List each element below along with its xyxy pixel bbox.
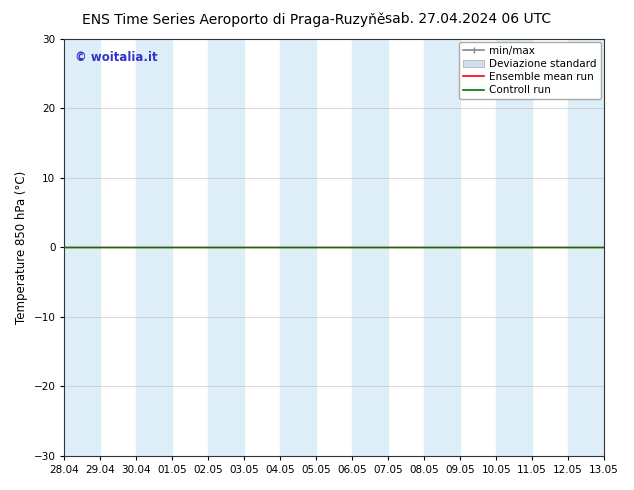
Text: sab. 27.04.2024 06 UTC: sab. 27.04.2024 06 UTC [385,12,552,26]
Text: ENS Time Series Aeroporto di Praga-Ruzyňě: ENS Time Series Aeroporto di Praga-Ruzyň… [82,12,386,27]
Y-axis label: Temperature 850 hPa (°C): Temperature 850 hPa (°C) [15,171,28,324]
Bar [65,39,100,456]
Bar [353,39,388,456]
Bar [209,39,244,456]
Bar [496,39,532,456]
Text: © woitalia.it: © woitalia.it [75,51,158,64]
Bar [424,39,460,456]
Legend: min/max, Deviazione standard, Ensemble mean run, Controll run: min/max, Deviazione standard, Ensemble m… [459,42,601,99]
Bar [568,39,604,456]
Bar [280,39,316,456]
Bar [136,39,172,456]
